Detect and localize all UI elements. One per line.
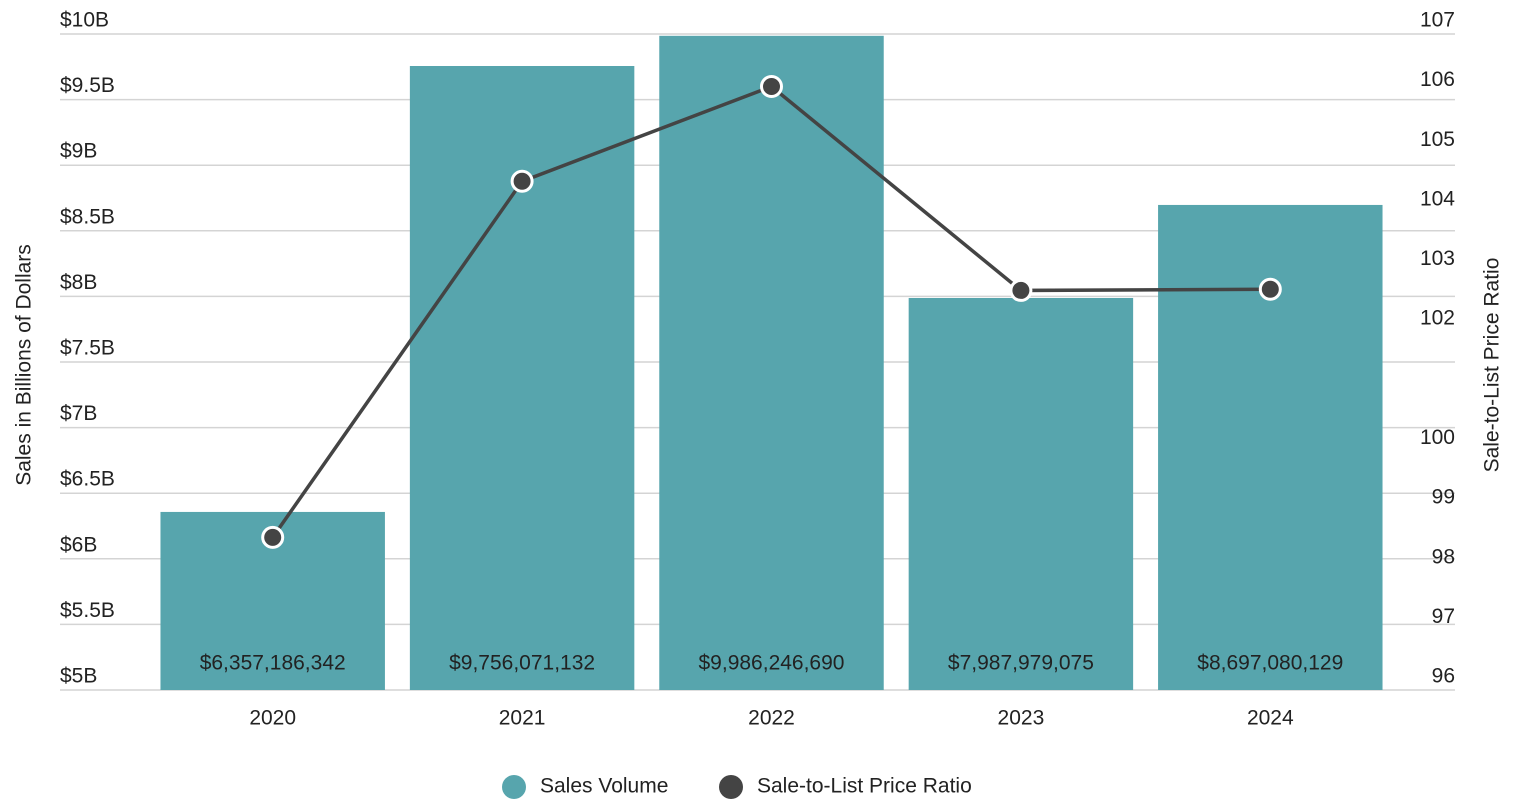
y-tick-label: $10B [60, 9, 109, 32]
y-tick-label: $6B [60, 533, 97, 556]
y-tick-label: $7B [60, 402, 97, 425]
data-label: $7,987,979,075 [948, 652, 1094, 675]
y2-tick-label: 105 [1420, 128, 1455, 151]
y-tick-label: $5B [60, 665, 97, 688]
y2-tick-label: 98 [1432, 545, 1455, 568]
y-tick-label: $7.5B [60, 337, 115, 360]
y-tick-label: $8B [60, 271, 97, 294]
y2-tick-label: 106 [1420, 68, 1455, 91]
legend-swatch [502, 775, 526, 799]
bar [908, 297, 1134, 690]
line-marker [1009, 278, 1033, 302]
x-tick-label: 2021 [499, 707, 546, 730]
y-tick-label: $6.5B [60, 468, 115, 491]
x-tick-label: 2023 [998, 707, 1045, 730]
line-marker [510, 169, 534, 193]
y2-axis-title: Sale-to-List Price Ratio [1481, 258, 1504, 473]
y2-tick-label: 96 [1432, 665, 1455, 688]
legend-label: Sale-to-List Price Ratio [757, 775, 972, 798]
legend-swatch [719, 775, 743, 799]
line-marker [1258, 277, 1282, 301]
y-tick-label: $9.5B [60, 74, 115, 97]
data-label: $8,697,080,129 [1197, 652, 1343, 675]
bar [659, 35, 884, 690]
y-axis-title: Sales in Billions of Dollars [13, 244, 36, 486]
data-label: $6,357,186,342 [200, 652, 346, 675]
y2-tick-label: 104 [1420, 187, 1455, 210]
y-tick-label: $8.5B [60, 205, 115, 228]
y-tick-label: $9B [60, 140, 97, 163]
y2-tick-label: 97 [1432, 605, 1455, 628]
legend-label: Sales Volume [540, 775, 668, 798]
data-label: $9,756,071,132 [449, 652, 595, 675]
line-marker [760, 74, 783, 98]
x-tick-label: 2024 [1247, 707, 1294, 730]
x-tick-label: 2020 [249, 707, 296, 730]
y2-tick-label: 102 [1420, 307, 1455, 330]
y2-tick-label: 100 [1420, 426, 1455, 449]
y2-tick-label: 103 [1420, 247, 1455, 270]
x-tick-label: 2022 [748, 707, 795, 730]
bar [1158, 204, 1383, 690]
y2-tick-label: 107 [1420, 9, 1455, 32]
data-label: $9,986,246,690 [699, 652, 845, 675]
y-tick-label: $5.5B [60, 599, 115, 622]
bar [409, 66, 635, 690]
line-marker [261, 525, 285, 549]
y2-tick-label: 99 [1432, 486, 1455, 509]
